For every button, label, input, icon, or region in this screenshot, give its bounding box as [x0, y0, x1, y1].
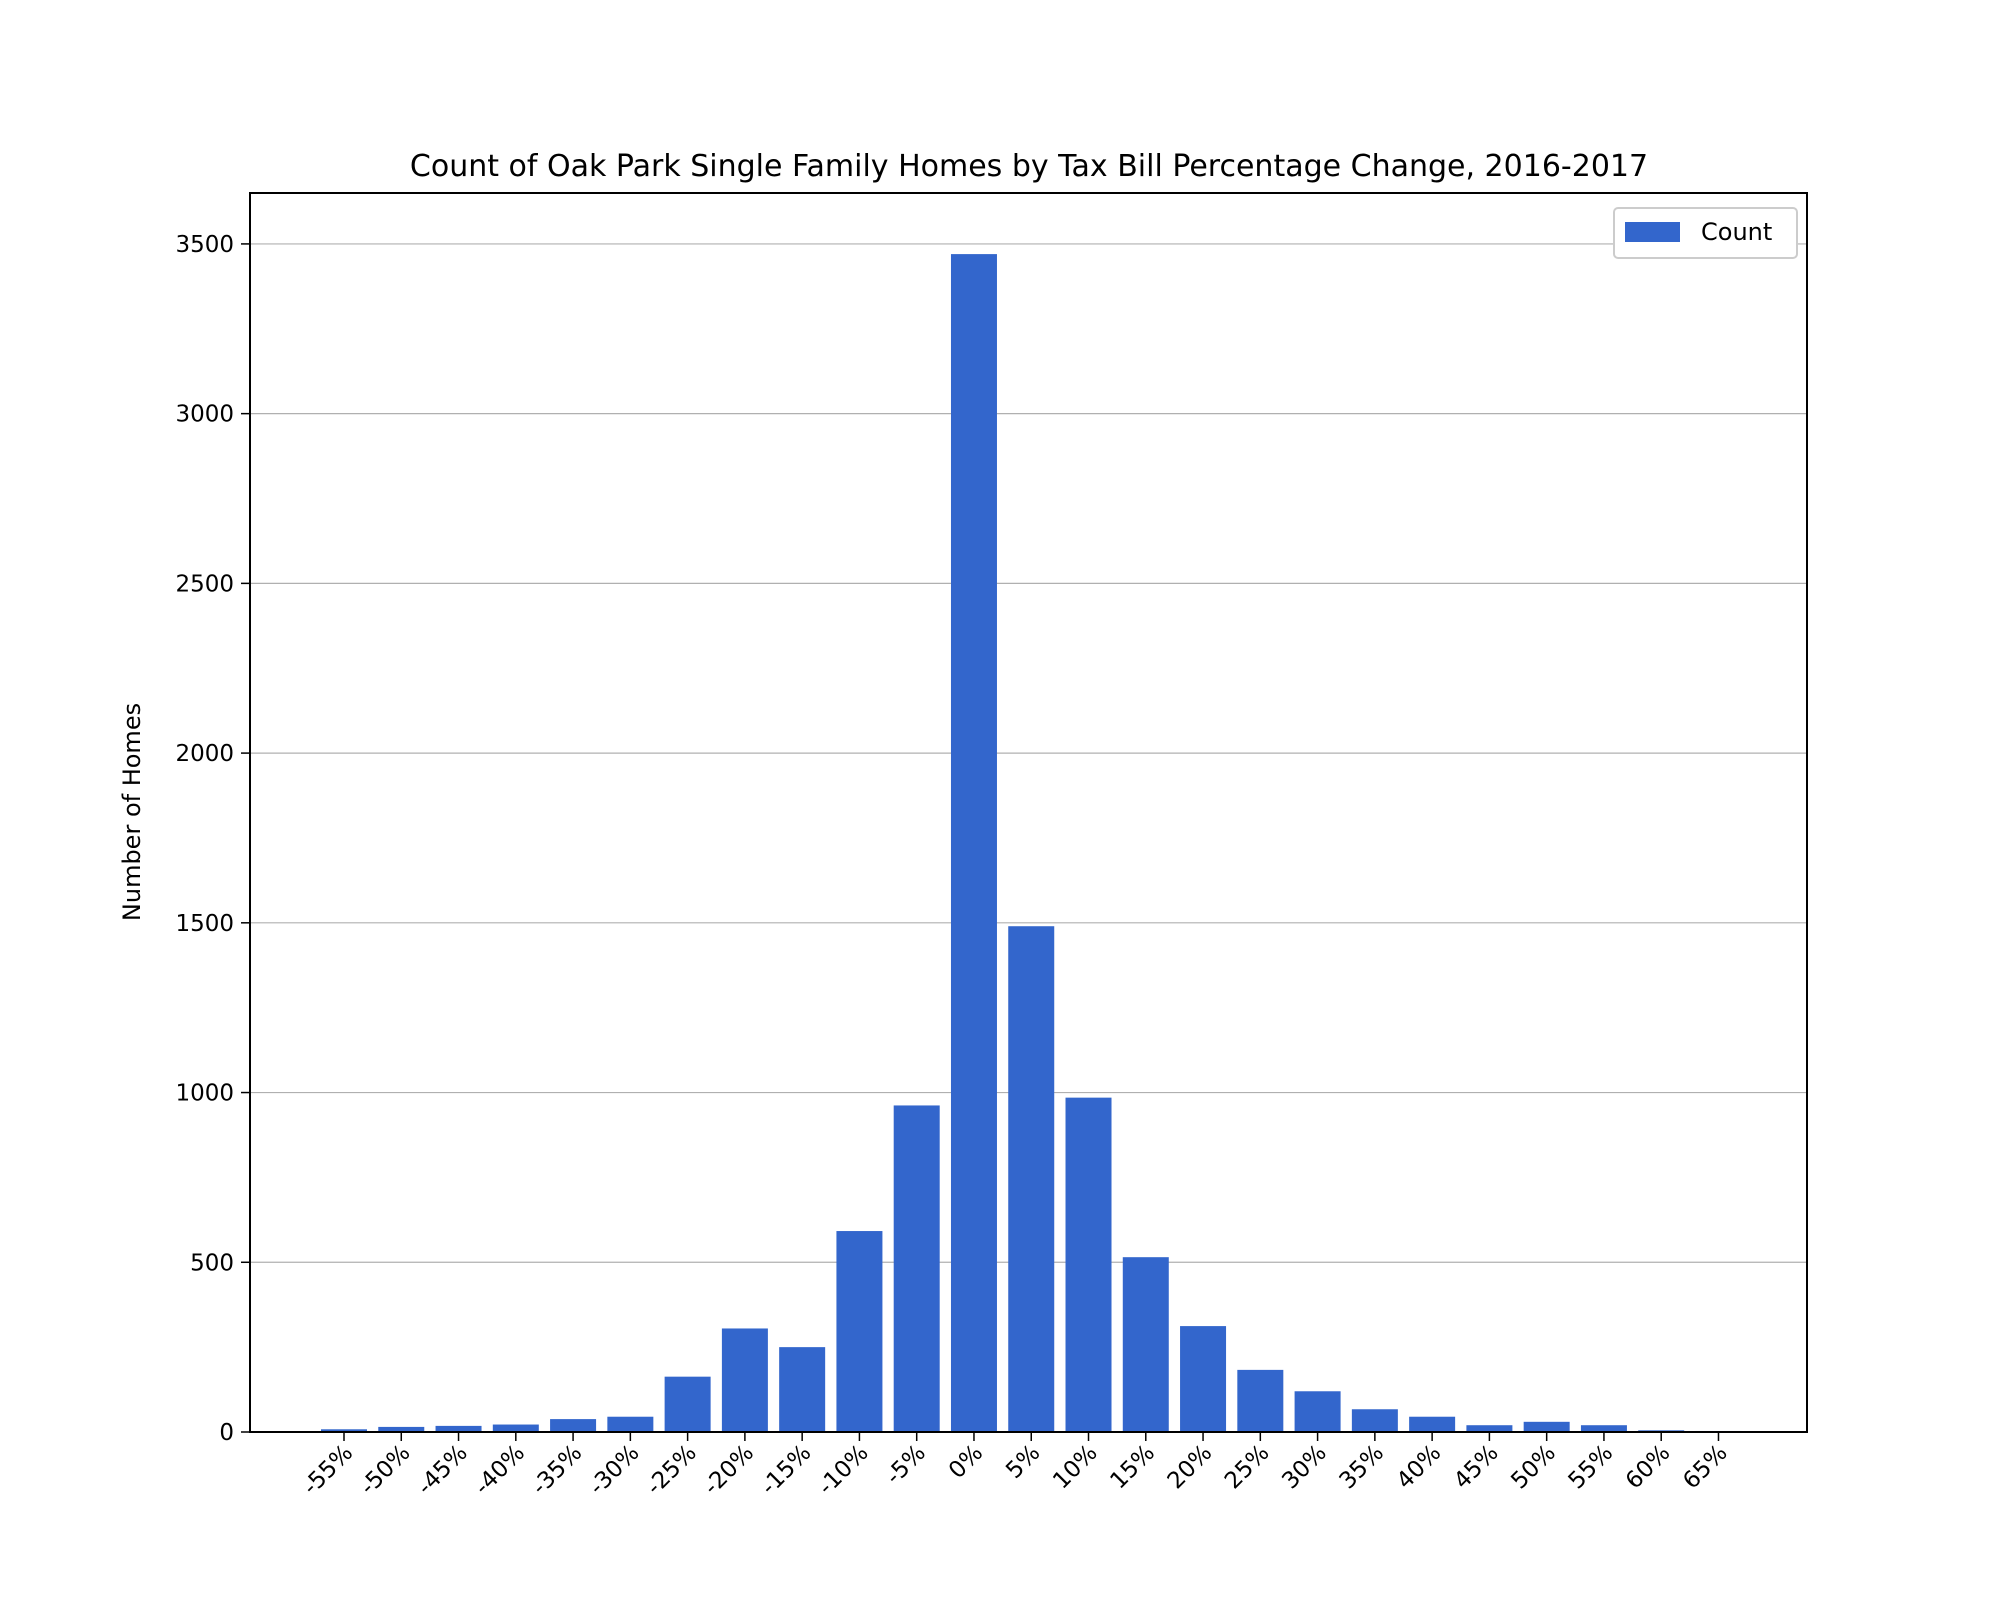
x-tick-label: -45%: [412, 1440, 472, 1500]
bar: [950, 254, 997, 1433]
bar: [1523, 1421, 1570, 1432]
y-tick-label: 3500: [175, 232, 234, 258]
bar: [1180, 1326, 1227, 1432]
x-tick-label: 30%: [1277, 1440, 1332, 1495]
x-tick-label: -5%: [881, 1440, 931, 1490]
bar: [1580, 1425, 1627, 1432]
x-tick-label: 60%: [1621, 1440, 1676, 1495]
bar: [550, 1419, 597, 1432]
legend-box: [1613, 207, 1798, 259]
x-tick-label: 35%: [1335, 1440, 1390, 1495]
x-tick-label: 45%: [1449, 1440, 1504, 1495]
x-tick-label: -50%: [355, 1440, 415, 1500]
y-tick-label: 1000: [175, 1081, 234, 1107]
y-tick-label: 500: [190, 1250, 234, 1276]
bar: [1409, 1416, 1456, 1432]
x-tick-label: -30%: [584, 1440, 644, 1500]
chart-title: Count of Oak Park Single Family Homes by…: [410, 149, 1648, 184]
bar: [492, 1424, 539, 1432]
x-tick-label: -10%: [813, 1440, 873, 1500]
x-tick-label: 10%: [1048, 1440, 1103, 1495]
gridlines: [250, 243, 1807, 1263]
bar: [378, 1426, 425, 1432]
x-tick-label: 65%: [1678, 1440, 1733, 1495]
y-tick-label: 2000: [175, 741, 234, 767]
bar: [1065, 1097, 1112, 1432]
bar: [321, 1429, 367, 1432]
x-tick-label: 5%: [1001, 1440, 1045, 1484]
plot-frame: [249, 192, 1808, 1433]
x-tick-label: -40%: [470, 1440, 530, 1500]
y-tick-label: 1500: [175, 911, 234, 937]
bar: [721, 1328, 768, 1432]
bar: [1466, 1425, 1513, 1432]
y-tick-label: 3000: [175, 402, 234, 428]
bar: [1237, 1369, 1284, 1432]
legend-label: Count: [1701, 218, 1772, 246]
x-tick-label: 50%: [1506, 1440, 1561, 1495]
x-tick-label: 25%: [1220, 1440, 1275, 1495]
bar: [1294, 1391, 1341, 1432]
y-tick-label: 0: [219, 1420, 234, 1446]
y-axis-label: Number of Homes: [118, 703, 146, 921]
bar: [1351, 1409, 1398, 1432]
x-tick-label: 0%: [944, 1440, 988, 1484]
bar: [1008, 926, 1055, 1432]
bar: [1122, 1257, 1169, 1432]
x-tick-label: -15%: [756, 1440, 816, 1500]
legend: Count: [1613, 207, 1798, 259]
x-tick-label: 40%: [1392, 1440, 1447, 1495]
bar: [893, 1105, 940, 1432]
x-tick-label: -35%: [527, 1440, 587, 1500]
x-tick-label: 20%: [1163, 1440, 1218, 1495]
bar: [664, 1376, 711, 1432]
bar: [779, 1347, 826, 1432]
bar: [435, 1425, 482, 1432]
x-tick-label: 55%: [1564, 1440, 1619, 1495]
x-tick-label: -25%: [641, 1440, 701, 1500]
y-tick-label: 2500: [175, 571, 234, 597]
x-axis-ticks: -55%-50%-45%-40%-35%-30%-25%-20%-15%-10%…: [298, 1432, 1733, 1500]
x-tick-label: -55%: [298, 1440, 358, 1500]
x-tick-label: -20%: [699, 1440, 759, 1500]
y-axis-ticks: 0 500 1000 1500 2000 2500 3000 3500: [175, 232, 250, 1446]
bar: [607, 1416, 654, 1432]
bars: [321, 254, 1742, 1433]
legend-swatch: [1625, 222, 1680, 242]
x-tick-label: 15%: [1105, 1440, 1160, 1495]
bar: [836, 1231, 883, 1432]
